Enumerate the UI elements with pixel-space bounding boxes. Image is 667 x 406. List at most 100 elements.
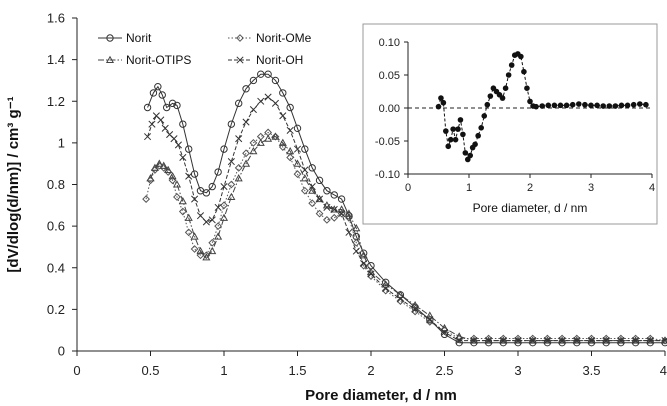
data-point <box>214 168 222 176</box>
inset-data-point <box>569 101 576 108</box>
data-point <box>514 337 522 345</box>
inset-x-axis-label: Pore diameter, d / nm <box>473 201 588 215</box>
data-point <box>264 70 272 78</box>
inset-data-point <box>524 85 530 91</box>
data-point <box>164 165 173 173</box>
inset-data-point <box>472 141 478 148</box>
inset-data-point <box>518 53 524 60</box>
data-point <box>142 195 150 203</box>
data-point <box>352 247 360 255</box>
data-point <box>179 153 187 161</box>
inset-y-tick-label: -0.10 <box>375 169 400 181</box>
inset-chart: 0 1 2 3 4 -0.10 -0.05 0.00 0.05 0.10 Pore diameter… <box>375 37 655 215</box>
data-point <box>632 337 640 345</box>
inset-data-point <box>452 136 459 143</box>
data-point <box>359 249 368 257</box>
data-point <box>249 146 258 155</box>
inset-data-point <box>445 143 452 150</box>
data-point <box>411 300 420 309</box>
data-point <box>440 323 449 332</box>
inset-data-point <box>624 102 631 109</box>
data-point <box>337 205 346 213</box>
data-point <box>190 232 199 240</box>
data-point <box>168 171 177 180</box>
y-tick-label: 0 <box>58 344 65 359</box>
data-point <box>367 270 375 278</box>
inset-data-point <box>481 113 488 119</box>
data-point <box>174 141 182 149</box>
data-point <box>587 337 596 345</box>
data-point <box>249 138 258 147</box>
data-point <box>499 337 507 345</box>
inset-data-point <box>600 103 606 109</box>
x-axis-label: Pore diameter, d / nm <box>305 387 457 404</box>
y-axis-label: [dV/dlog(d/nm)] / cm³ g⁻¹ <box>5 96 22 272</box>
data-point <box>573 337 581 345</box>
data-point <box>257 70 265 78</box>
inset-data-point <box>484 101 491 108</box>
data-point <box>173 193 181 201</box>
data-point <box>528 334 537 343</box>
data-point <box>352 238 361 247</box>
inset-data-point <box>502 85 509 91</box>
legend-marker <box>236 34 244 42</box>
legend-label: Norit <box>126 31 152 45</box>
inset-data-point <box>467 152 474 159</box>
inset-data-point <box>443 128 449 134</box>
data-point <box>300 186 309 195</box>
inset-data-point <box>545 102 552 109</box>
data-point <box>196 251 205 260</box>
inset-frame <box>362 23 658 225</box>
data-point <box>484 334 493 343</box>
data-point <box>168 99 177 108</box>
data-point <box>190 245 199 253</box>
y-tick-label: 1 <box>58 135 65 150</box>
data-point <box>359 251 368 259</box>
data-point <box>352 223 361 232</box>
main-axes: 0 0.5 1 1.5 2 2.5 3 3.5 4 0 0.2 0.4 0.6 0.8 1 1.2 1.4 1.6… <box>5 11 667 405</box>
data-point <box>148 120 156 128</box>
y-tick-label: 0.8 <box>47 177 65 192</box>
data-point <box>617 337 625 345</box>
inset-data-point <box>435 103 442 110</box>
data-point <box>514 334 522 343</box>
y-tick-label: 1.6 <box>47 11 65 26</box>
data-point <box>308 183 316 191</box>
data-point <box>293 124 302 133</box>
data-point <box>470 337 478 345</box>
data-point <box>572 334 581 343</box>
data-point <box>455 337 463 345</box>
data-point <box>359 261 368 270</box>
data-point <box>345 213 353 222</box>
inset-data-point <box>438 95 444 101</box>
data-point <box>162 103 171 112</box>
data-point <box>235 99 243 108</box>
data-point <box>178 207 187 216</box>
data-point <box>208 238 217 247</box>
inset-data-point <box>582 101 588 108</box>
legend-marker <box>106 34 114 42</box>
data-point <box>315 176 324 185</box>
data-point <box>271 132 280 140</box>
data-point <box>191 195 199 203</box>
data-point <box>208 216 216 224</box>
data-point <box>227 192 236 201</box>
data-point <box>202 189 211 197</box>
legend-label: Norit-OTIPS <box>126 53 191 67</box>
inset-data-point <box>499 95 506 101</box>
data-point <box>178 196 187 205</box>
inset-y-tick-label: 0.05 <box>379 70 400 82</box>
x-tick-label: 1.5 <box>288 363 306 378</box>
data-point <box>338 210 346 218</box>
data-point <box>271 99 280 107</box>
data-point <box>543 334 552 343</box>
inset-data-point <box>539 103 545 109</box>
x-tick-label: 3 <box>514 363 521 378</box>
data-point <box>286 126 294 134</box>
legend-marker <box>105 55 115 64</box>
inset-y-tick-label: 0.00 <box>379 103 400 115</box>
data-point <box>631 334 640 343</box>
data-point <box>646 337 654 345</box>
data-point <box>469 334 478 343</box>
data-point <box>196 212 205 220</box>
